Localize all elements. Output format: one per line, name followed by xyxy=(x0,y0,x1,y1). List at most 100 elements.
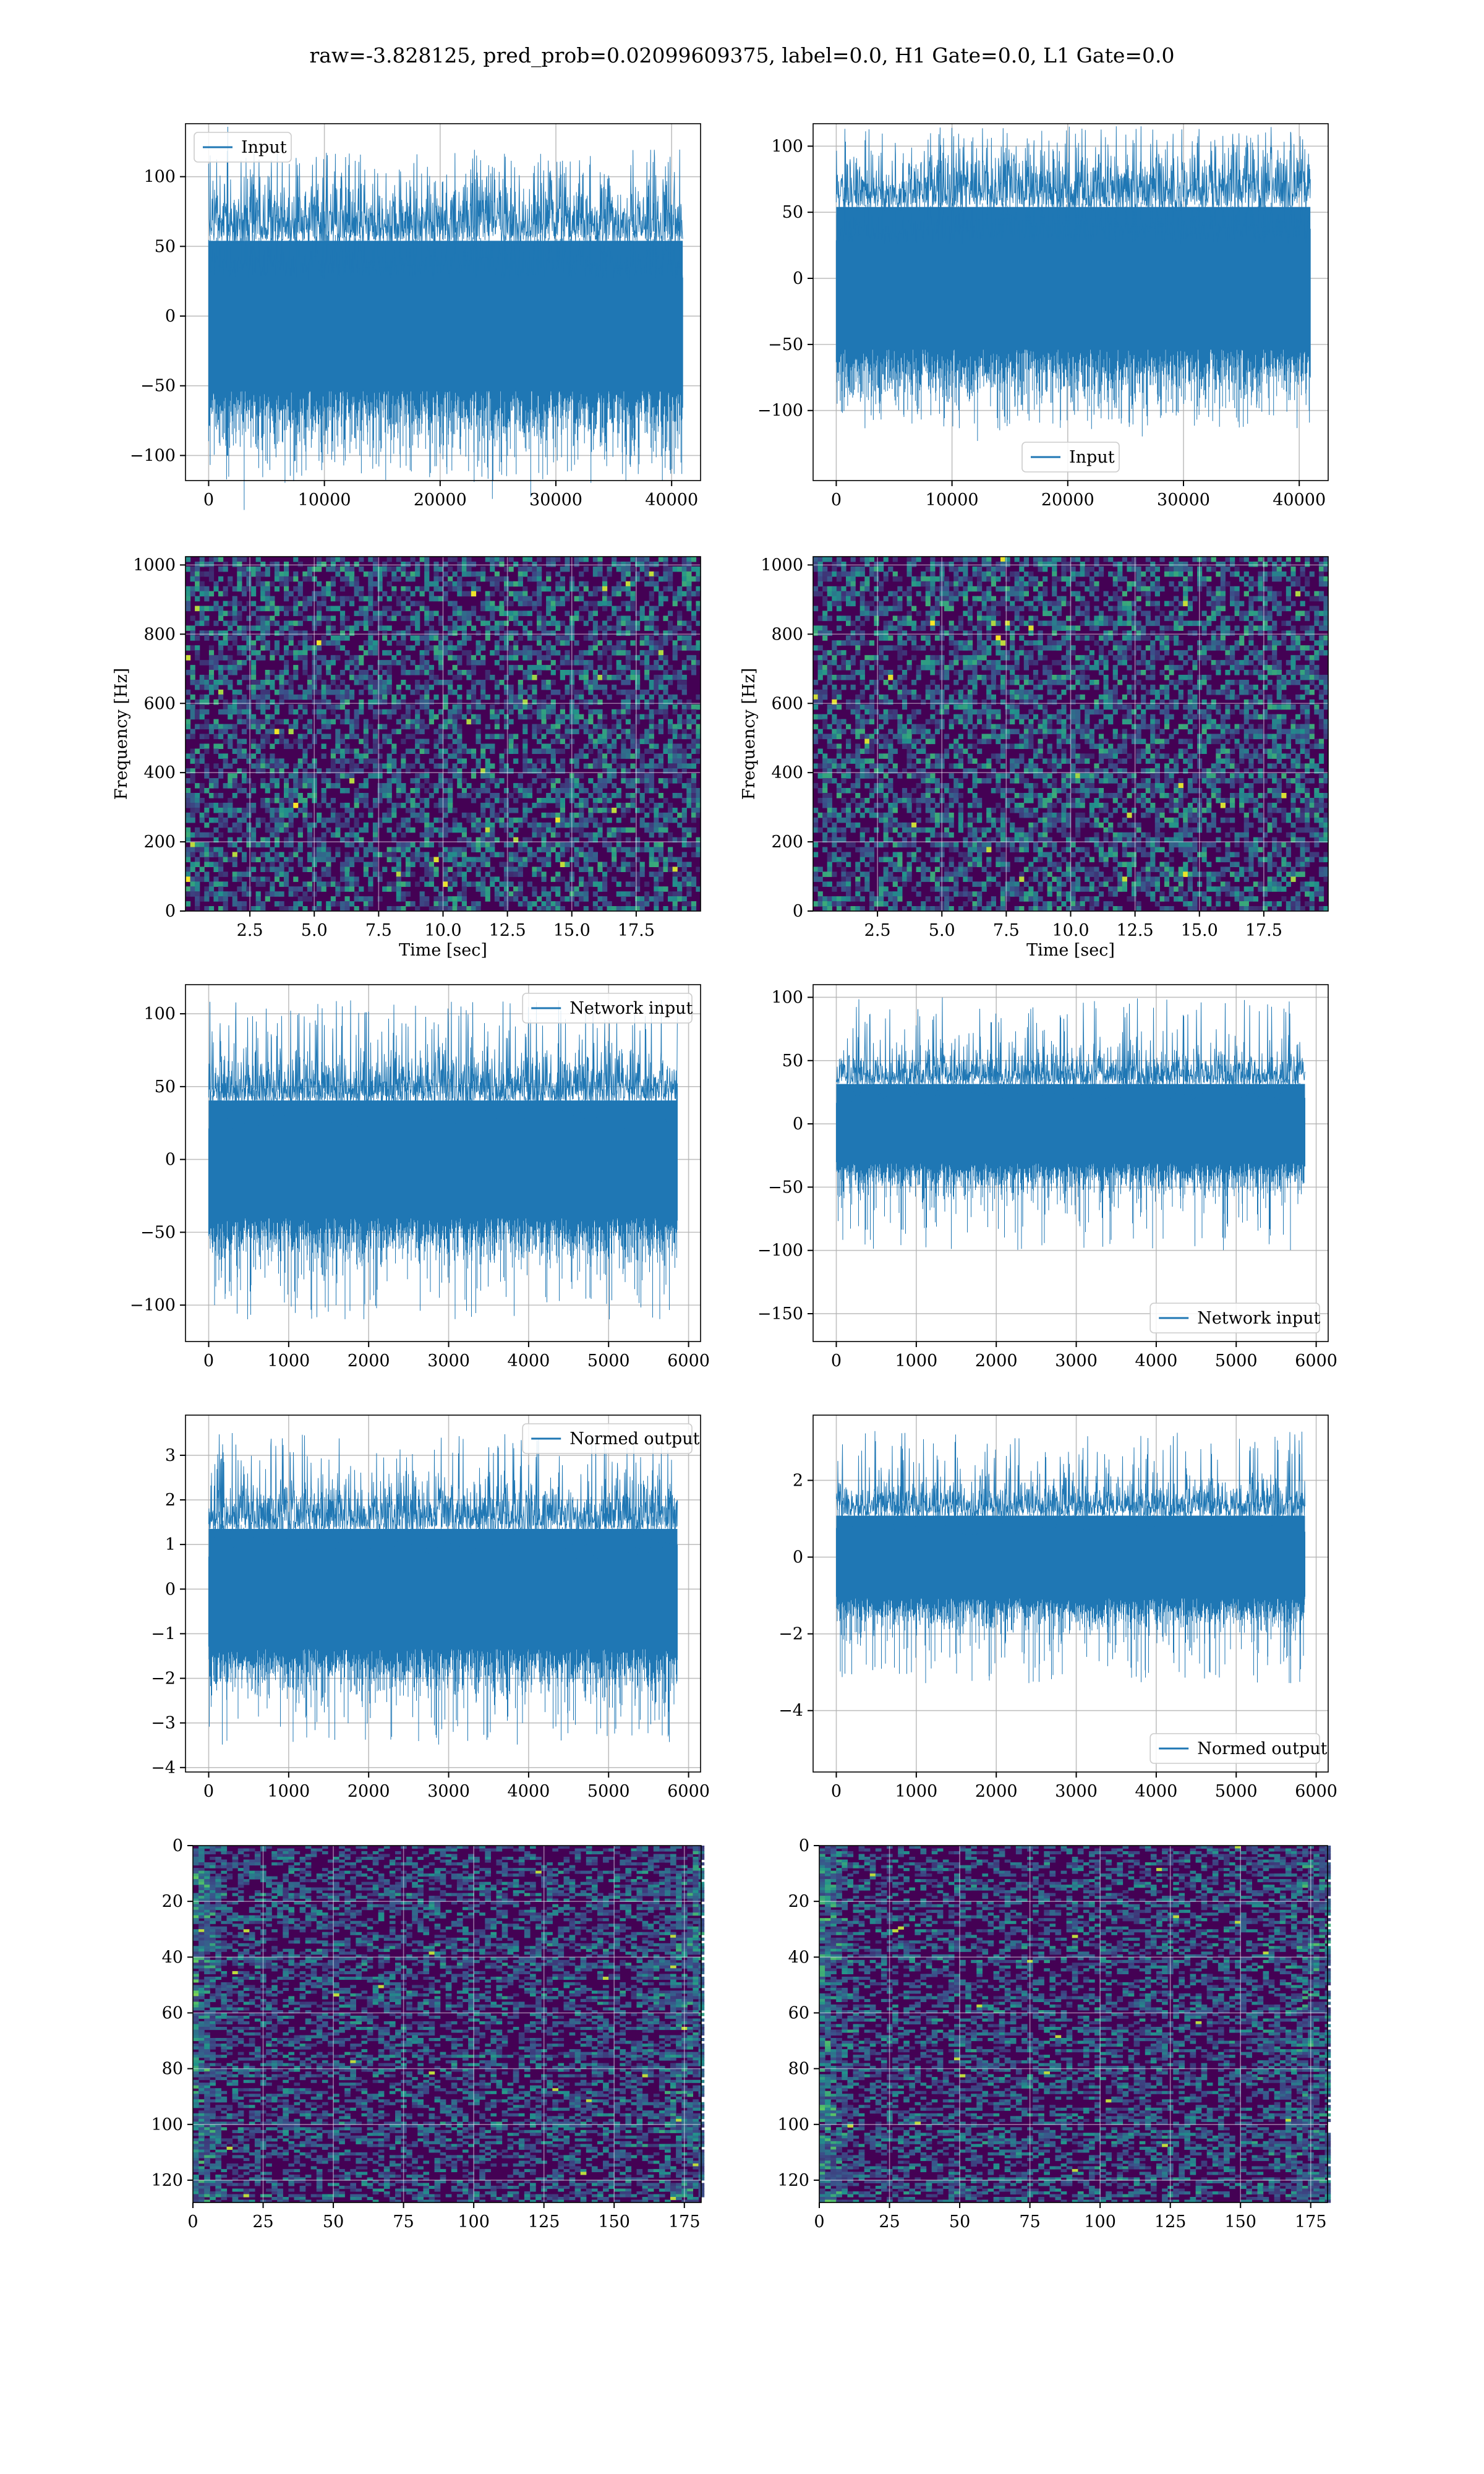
heatmap-cell xyxy=(597,571,603,577)
heatmap-cell xyxy=(1075,591,1081,597)
heatmap-cell xyxy=(297,901,303,907)
heatmap-cell xyxy=(401,906,406,912)
heatmap-cell xyxy=(1183,562,1188,567)
heatmap-cell xyxy=(494,680,500,685)
heatmap-cell xyxy=(541,645,547,651)
heatmap-cell xyxy=(532,562,537,567)
heatmap-cell xyxy=(630,778,636,784)
heatmap-cell xyxy=(204,812,210,818)
heatmap-cell xyxy=(307,778,313,784)
heatmap-cell xyxy=(471,586,477,592)
heatmap-cell xyxy=(204,586,210,592)
heatmap-cell xyxy=(546,847,552,853)
heatmap-cell xyxy=(639,650,645,656)
heatmap-cell xyxy=(527,655,532,661)
heatmap-cell xyxy=(485,635,490,641)
heatmap-cell xyxy=(691,827,697,833)
heatmap-cell xyxy=(288,620,294,627)
heatmap-cell xyxy=(396,650,401,656)
heatmap-cell xyxy=(1080,596,1085,602)
heatmap-cell xyxy=(443,802,448,808)
heatmap-cell xyxy=(405,807,411,813)
heatmap-cell xyxy=(349,660,355,666)
heatmap-cell xyxy=(644,778,650,784)
heatmap-cell xyxy=(424,871,430,877)
heatmap-cell xyxy=(270,729,275,735)
heatmap-cell xyxy=(612,753,617,759)
heatmap-cell xyxy=(405,606,411,612)
heatmap-cell xyxy=(255,842,261,848)
heatmap-cell xyxy=(639,660,645,666)
heatmap-cell xyxy=(508,881,514,887)
heatmap-cell xyxy=(424,724,430,730)
heatmap-cell xyxy=(654,665,659,670)
heatmap-cell xyxy=(616,591,621,597)
heatmap-cell xyxy=(274,738,280,745)
heatmap-cell xyxy=(255,724,261,730)
heatmap-cell xyxy=(630,862,636,867)
heatmap-cell xyxy=(1080,581,1085,587)
heatmap-cell xyxy=(1000,557,1006,562)
heatmap-cell xyxy=(405,822,411,828)
heatmap-cell xyxy=(251,738,257,745)
heatmap-cell xyxy=(616,891,621,897)
heatmap-cell xyxy=(583,660,589,666)
heatmap-cell xyxy=(691,665,697,670)
heatmap-cell xyxy=(354,655,359,661)
heatmap-cell xyxy=(550,562,556,567)
heatmap-cell xyxy=(639,817,645,823)
heatmap-cell xyxy=(190,768,195,774)
heatmap-cell xyxy=(560,768,565,774)
heatmap-cell xyxy=(934,586,940,592)
heatmap-cell xyxy=(433,630,439,636)
heatmap-cell xyxy=(574,753,579,759)
heatmap-cell xyxy=(574,827,579,833)
heatmap-cell xyxy=(925,566,931,572)
heatmap-cell xyxy=(246,586,252,592)
heatmap-cell xyxy=(195,571,200,577)
heatmap-cell xyxy=(260,694,266,700)
heatmap-cell xyxy=(218,906,224,912)
heatmap-cell xyxy=(288,852,294,858)
heatmap-cell xyxy=(424,645,430,651)
heatmap-cell xyxy=(560,802,565,808)
heatmap-cell xyxy=(279,881,284,887)
heatmap-cell xyxy=(372,758,378,764)
heatmap-cell xyxy=(649,645,654,651)
heatmap-cell xyxy=(208,729,215,735)
heatmap-cell xyxy=(574,778,579,784)
heatmap-cell xyxy=(560,586,565,592)
heatmap-cell xyxy=(382,694,388,700)
heatmap-cell xyxy=(1014,596,1020,602)
heatmap-cell xyxy=(1206,586,1212,592)
heatmap-cell xyxy=(401,665,406,670)
heatmap-cell xyxy=(279,729,284,735)
heatmap-cell xyxy=(339,635,346,641)
heatmap-cell xyxy=(396,896,401,902)
heatmap-cell xyxy=(265,827,270,833)
heatmap-cell xyxy=(597,832,603,838)
heatmap-cell xyxy=(228,581,233,587)
heatmap-cell xyxy=(265,571,270,577)
heatmap-cell xyxy=(363,852,369,858)
heatmap-cell xyxy=(518,650,523,656)
heatmap-cell xyxy=(1112,562,1118,567)
heatmap-cell xyxy=(944,581,950,587)
heatmap-cell xyxy=(1169,566,1174,572)
heatmap-cell xyxy=(630,591,636,597)
heatmap-cell xyxy=(228,670,233,675)
heatmap-cell xyxy=(588,778,594,784)
heatmap-cell xyxy=(635,857,641,863)
heatmap-cell xyxy=(386,778,392,784)
heatmap-cell xyxy=(386,581,392,587)
heatmap-cell xyxy=(461,906,467,912)
heatmap-cell xyxy=(195,606,200,612)
heatmap-cell xyxy=(649,778,654,784)
heatmap-cell xyxy=(363,798,369,803)
heatmap-cell xyxy=(410,807,416,813)
heatmap-cell xyxy=(616,581,621,587)
heatmap-cell xyxy=(372,802,378,808)
heatmap-cell xyxy=(944,596,950,602)
heatmap-cell xyxy=(251,852,257,858)
